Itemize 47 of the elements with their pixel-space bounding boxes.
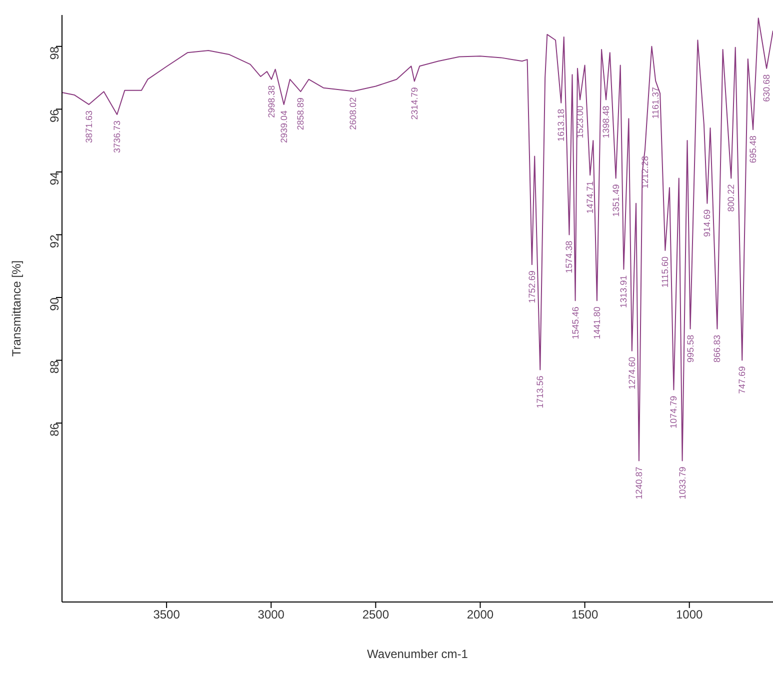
annotation: 1313.91 (618, 275, 629, 308)
x-tick-label: 2500 (362, 608, 390, 622)
annotation: 1033.79 (677, 466, 688, 500)
annotation: 2939.04 (278, 110, 289, 144)
annotation: 1074.79 (668, 396, 679, 428)
x-tick-label: 1500 (571, 608, 598, 622)
annotation: 2608.02 (348, 97, 358, 130)
x-tick-label: 3500 (153, 608, 180, 622)
annotation: 630.68 (762, 74, 772, 102)
annotation: 1574.38 (564, 240, 574, 274)
annotation: 914.69 (702, 209, 712, 237)
annotation: 866.83 (712, 334, 722, 362)
annotation: 695.48 (748, 136, 758, 164)
y-tick-label: 88 (47, 360, 62, 374)
annotation: 1351.49 (610, 184, 621, 217)
x-tick-label: 2000 (466, 608, 494, 622)
x-tick-label: 1000 (676, 608, 704, 622)
annotation: 2998.38 (266, 85, 276, 118)
y-tick-label: 92 (47, 234, 62, 248)
annotation: 995.58 (685, 334, 696, 362)
annotation: 1474.71 (585, 181, 596, 214)
annotation: 1212.28 (640, 156, 650, 189)
annotation: 1752.69 (526, 270, 537, 304)
annotation: 747.69 (737, 366, 748, 394)
annotation: 1274.60 (626, 356, 637, 390)
y-axis-title: Transmittance [%] (9, 260, 24, 357)
annotation: 3736.73 (112, 120, 122, 154)
annotation: 1115.60 (660, 256, 670, 288)
annotation: 1161.37 (650, 86, 661, 119)
y-tick-label: 90 (47, 297, 62, 311)
annotation: 3871.63 (84, 110, 94, 144)
y-tick-label: 98 (47, 46, 62, 60)
annotation: 1441.80 (592, 306, 602, 340)
annotation: 1240.87 (634, 466, 644, 500)
annotation: 2858.89 (296, 98, 306, 130)
y-tick-label: 94 (47, 172, 62, 186)
annotation: 1545.46 (570, 306, 580, 340)
y-tick-label: 86 (47, 422, 62, 436)
annotation: 1398.48 (601, 106, 612, 138)
y-tick-label: 96 (47, 108, 62, 123)
annotation: 2314.79 (409, 87, 420, 120)
x-tick-label: 3000 (258, 608, 285, 622)
x-axis-title: Wavenumber cm-1 (367, 647, 468, 661)
annotation: 1523.00 (574, 106, 585, 138)
annotation: 800.22 (726, 184, 736, 212)
annotation: 1613.18 (556, 108, 566, 142)
annotation: 1713.56 (535, 376, 546, 408)
